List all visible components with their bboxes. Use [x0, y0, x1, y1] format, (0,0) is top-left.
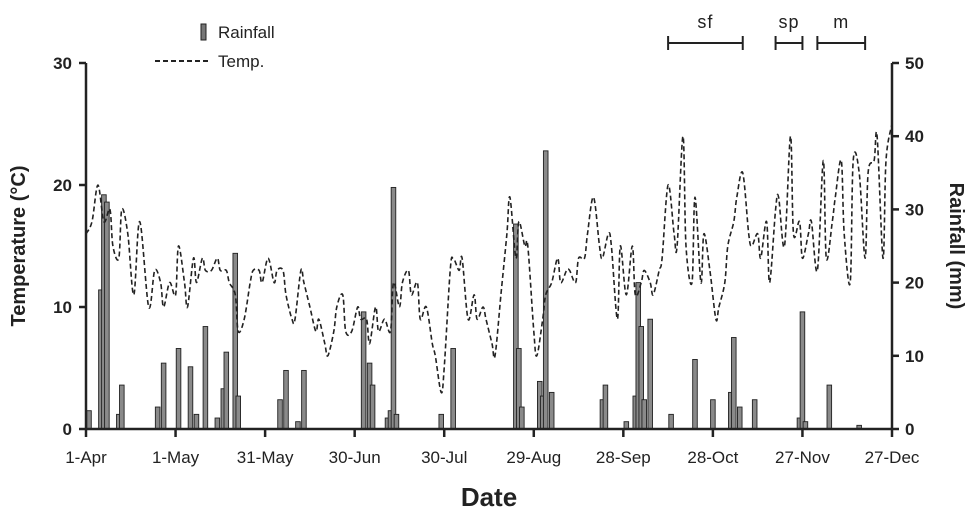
legend: Rainfall Temp. — [155, 23, 275, 71]
legend-rainfall-label: Rainfall — [218, 23, 275, 42]
rainfall-bar — [647, 318, 653, 430]
y-left-tick-label: 20 — [53, 176, 72, 195]
x-tick-label: 30-Jul — [421, 448, 467, 467]
left-axis-ticks: 0 10 20 30 — [53, 54, 86, 439]
legend-item-rainfall: Rainfall — [200, 23, 275, 42]
rainfall-bar — [360, 311, 367, 430]
y-left-tick-label: 30 — [53, 54, 72, 73]
y-right-tick-label: 50 — [905, 54, 924, 73]
x-tick-label: 28-Oct — [687, 448, 738, 467]
rainfall-bar — [223, 351, 230, 430]
rainfall-bar — [301, 369, 307, 430]
y-right-tick-label: 10 — [905, 347, 924, 366]
rainfall-bar — [104, 201, 110, 430]
period-label: m — [833, 12, 849, 32]
y-left-tick-label: 0 — [63, 420, 72, 439]
rainfall-bar — [193, 413, 200, 430]
x-tick-label: 28-Sep — [596, 448, 651, 467]
rainfall-bar — [160, 362, 167, 430]
rainfall-bar — [154, 406, 161, 430]
rainfall-bar — [710, 399, 716, 430]
legend-item-temp: Temp. — [155, 52, 264, 71]
y-right-tick-label: 20 — [905, 274, 924, 293]
y-right-tick-label: 30 — [905, 200, 924, 219]
period-label: sp — [779, 12, 800, 32]
x-axis-ticks: 1-Apr 1-May 31-May 30-Jun 30-Jul 29-Aug 28-Sep… — [65, 429, 920, 467]
x-tick-label: 27-Nov — [775, 448, 830, 467]
legend-rainfall-swatch — [200, 23, 207, 41]
rainfall-bar — [548, 391, 555, 430]
rainfall-bar — [731, 337, 737, 430]
rainfall-bar — [277, 399, 283, 430]
period-label: sf — [697, 12, 713, 32]
rainfall-bar — [799, 311, 806, 430]
period-annotations: sf sp m — [667, 12, 867, 50]
rainfall-bar — [283, 369, 289, 430]
axes — [84, 63, 894, 431]
y-left-tick-label: 10 — [53, 298, 72, 317]
x-tick-label: 27-Dec — [865, 448, 920, 467]
rainfall-bar — [737, 406, 743, 430]
rainfall-bar — [602, 384, 609, 430]
x-tick-label: 31-May — [237, 448, 294, 467]
rainfall-bar — [393, 413, 400, 430]
x-axis-title: Date — [461, 482, 517, 511]
rainfall-bar — [519, 406, 525, 430]
rainfall-bar — [175, 348, 182, 430]
rainfall-bar — [668, 413, 674, 430]
temperature-line — [85, 123, 893, 394]
x-tick-label: 1-Apr — [65, 448, 107, 467]
legend-temp-label: Temp. — [218, 52, 264, 71]
x-tick-label: 30-Jun — [329, 448, 381, 467]
rainfall-bar — [692, 359, 698, 430]
y-right-tick-label: 40 — [905, 127, 924, 146]
rainfall-bar — [86, 410, 92, 430]
rainfall-bar — [119, 384, 125, 430]
right-axis-ticks: 0 10 20 30 40 50 — [892, 54, 924, 439]
rainfall-bar — [826, 384, 833, 430]
x-tick-label: 1-May — [152, 448, 200, 467]
y-right-axis-title: Rainfall (mm) — [945, 183, 967, 310]
y-left-axis-title: Temperature (°C) — [8, 166, 30, 327]
rainfall-bar — [369, 384, 376, 430]
rainfall-bar — [751, 399, 758, 430]
x-tick-label: 29-Aug — [506, 448, 561, 467]
rainfall-bar — [214, 417, 221, 430]
rainfall-bar — [438, 413, 444, 430]
rainfall-bar — [450, 348, 456, 430]
rainfall-bar — [641, 399, 647, 430]
rainfall-bar — [235, 395, 241, 430]
rainfall-bar — [202, 326, 209, 430]
rainfall-bar — [187, 366, 194, 430]
y-right-tick-label: 0 — [905, 420, 914, 439]
rainfall-bar — [542, 150, 549, 430]
